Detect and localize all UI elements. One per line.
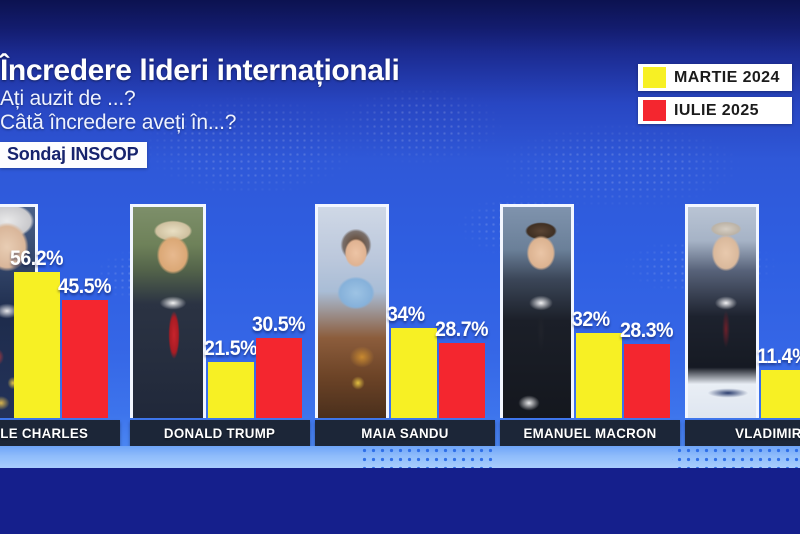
bar-chart: 56.2% 45.5% LE CHARLES 2	[0, 196, 800, 446]
bars-emanuel-macron: 32% 28.3%	[572, 196, 676, 418]
broadcast-graphic: Încredere lideri internaționali Ați auzi…	[0, 0, 800, 470]
subtitle-line-1: Ați auzit de ...?	[0, 86, 136, 110]
letterbox-fill	[0, 468, 800, 534]
maia-sandu-photo	[315, 204, 389, 418]
legend-item-martie-2024: MARTIE 2024	[638, 64, 792, 91]
bar-martie-2024: 56.2%	[10, 247, 64, 418]
nameplate-label: EMANUEL MACRON	[523, 425, 657, 441]
bar-martie-2024: 32%	[572, 308, 622, 418]
red-square-icon	[643, 100, 666, 121]
bars-donald-trump: 21.5% 30.5%	[204, 196, 308, 418]
nameplate-maia-sandu: MAIA SANDU	[315, 420, 495, 446]
nameplate-label: VLADIMIR P	[735, 425, 800, 441]
bar-value-iulie-2025: 28.7%	[435, 318, 489, 341]
nameplate-emanuel-macron: EMANUEL MACRON	[500, 420, 680, 446]
emanuel-macron-photo	[500, 204, 574, 418]
yellow-square-icon	[643, 67, 666, 88]
bar-value-martie-2024: 34%	[387, 303, 425, 326]
bar-iulie-2025: 28.3%	[620, 319, 674, 418]
nameplate-vladimir-putin: VLADIMIR P	[685, 420, 800, 446]
bar-group-emanuel-macron: 32% 28.3% EMANUEL MACRON	[500, 196, 680, 446]
bar-group-vladimir-putin: 11.4% VLADIMIR P	[685, 196, 800, 446]
bar-group-maia-sandu: 34% 28.7% MAIA SANDU	[315, 196, 495, 446]
bars-regele-charles: 56.2% 45.5%	[10, 196, 114, 418]
bar-martie-2024: 34%	[387, 303, 437, 418]
bar-group-donald-trump: 21.5% 30.5% DONALD TRUMP	[130, 196, 310, 446]
bar-iulie-2025: 45.5%	[58, 275, 112, 418]
nameplate-label: DONALD TRUMP	[164, 425, 276, 441]
bar-martie-2024: 11.4%	[757, 345, 800, 418]
bar-value-iulie-2025: 45.5%	[58, 275, 112, 298]
bar-value-martie-2024: 21.5%	[204, 337, 258, 360]
bar-value-martie-2024: 56.2%	[10, 247, 64, 270]
bar-value-iulie-2025: 28.3%	[620, 319, 674, 342]
nameplate-label: LE CHARLES	[0, 425, 88, 441]
strip-dot-texture	[0, 446, 800, 468]
vladimir-putin-photo	[685, 204, 759, 418]
bar-iulie-2025: 30.5%	[252, 313, 306, 418]
legend-label: IULIE 2025	[674, 101, 759, 119]
legend-item-iulie-2025: IULIE 2025	[638, 97, 792, 124]
nameplate-donald-trump: DONALD TRUMP	[130, 420, 310, 446]
bar-value-iulie-2025: 11.4%	[757, 345, 800, 368]
bar-martie-2024: 21.5%	[204, 337, 258, 418]
donald-trump-photo	[130, 204, 206, 418]
nameplate-regele-charles: LE CHARLES	[0, 420, 120, 446]
page-title: Încredere lideri internaționali	[0, 54, 400, 87]
bar-value-iulie-2025: 30.5%	[252, 313, 306, 336]
headline-block: Încredere lideri internaționali Ați auzi…	[0, 54, 560, 169]
bar-value-martie-2024: 32%	[572, 308, 610, 331]
chart-legend: MARTIE 2024 IULIE 2025	[638, 64, 792, 130]
bottom-light-strip	[0, 446, 800, 468]
source-badge: Sondaj INSCOP	[0, 142, 148, 169]
bar-group-regele-charles: 56.2% 45.5% LE CHARLES	[0, 196, 120, 446]
bars-maia-sandu: 34% 28.7%	[387, 196, 491, 418]
bar-iulie-2025: 28.7%	[435, 318, 489, 418]
bars-vladimir-putin: 11.4%	[757, 196, 800, 418]
subtitle-line-2: Câtă încredere aveți în...?	[0, 111, 237, 135]
legend-label: MARTIE 2024	[674, 68, 780, 86]
nameplate-label: MAIA SANDU	[361, 425, 449, 441]
